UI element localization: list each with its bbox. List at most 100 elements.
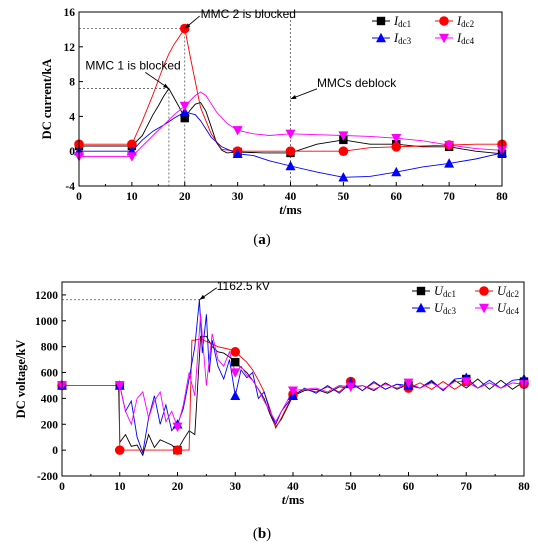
legend-sub: dc3 [443, 306, 456, 316]
data-point-Idc4 [232, 126, 243, 136]
x-axis-label-var: t [282, 493, 286, 507]
y-tick-label: 1000 [35, 316, 58, 328]
x-tick-label: 30 [230, 481, 242, 493]
y-axis-label: DC current/kA [40, 59, 54, 140]
legend-marker-Udc1 [416, 286, 426, 296]
data-point-Udc2 [230, 347, 241, 357]
annotation-text: MMC 1 is blocked [85, 58, 180, 72]
data-point-Idc3 [444, 158, 455, 168]
data-point-Udc4 [403, 378, 414, 389]
y-tick-label: 12 [64, 42, 76, 54]
legend-letter: I [456, 31, 462, 45]
y-tick-label: 0 [69, 146, 75, 158]
legend-sub: dc4 [461, 36, 474, 46]
legend-marker-Udc3 [416, 302, 426, 313]
caption-open: ( [253, 232, 258, 248]
data-point-Udc4 [288, 386, 298, 396]
series-line-Idc1 [79, 87, 502, 155]
data-point-Idc2 [338, 146, 349, 156]
data-point-Idc2 [285, 146, 296, 156]
legend-letter: U [497, 301, 507, 315]
legend-letter: U [434, 301, 444, 315]
x-axis-label-unit: /ms [282, 203, 302, 217]
data-point-Udc2 [172, 445, 183, 455]
legend-label-Udc1: Udc1 [434, 284, 456, 299]
data-point-Udc4 [172, 422, 183, 433]
y-tick-label: 1200 [35, 290, 58, 302]
legend-marker-Idc4 [439, 33, 449, 44]
legend-marker-Udc2 [479, 286, 489, 296]
legend-letter: U [434, 284, 444, 298]
y-tick-label: 0 [52, 445, 58, 457]
x-tick-label: 60 [391, 191, 403, 203]
data-point-Idc3 [338, 172, 349, 182]
caption-letter: b [258, 526, 266, 542]
annotation-arrowhead [163, 83, 169, 89]
data-point-Udc4 [230, 368, 241, 378]
legend-marker-Idc1 [376, 16, 386, 26]
x-tick-label: 10 [126, 191, 138, 203]
legend-label-Udc3: Udc3 [434, 301, 457, 316]
data-point-Idc4 [179, 101, 190, 112]
data-point-Idc3 [391, 166, 402, 177]
legend-sub: dc1 [443, 289, 456, 299]
y-tick-label: 600 [41, 368, 59, 380]
annotation-text: MMCs deblock [317, 76, 397, 90]
legend-letter: I [393, 31, 399, 45]
data-point-Idc1 [180, 113, 189, 123]
legend-sub: dc2 [461, 19, 474, 29]
legend-marker-Idc3 [376, 32, 386, 43]
y-tick-label: 800 [41, 342, 59, 354]
series-line-Idc4 [79, 91, 502, 157]
y-tick-label: 4 [69, 111, 75, 123]
caption-open: ( [253, 526, 258, 542]
legend-label-Udc4: Udc4 [497, 301, 520, 316]
legend-label-Idc3: Idc3 [393, 31, 412, 46]
legend-sub: dc3 [398, 36, 411, 46]
x-axis-label: t/ms [279, 203, 301, 217]
y-tick-label: -4 [65, 181, 75, 193]
caption-close: ) [266, 526, 271, 542]
x-tick-label: 80 [496, 191, 508, 203]
annotation-arrowhead [290, 95, 297, 99]
x-tick-label: 70 [443, 191, 455, 203]
y-axis-label: DC voltage/kV [14, 340, 28, 419]
x-tick-label: 50 [338, 191, 350, 203]
legend-letter: U [497, 284, 507, 298]
data-point-Idc3 [179, 106, 190, 117]
annotation-text: 1162.5 kV [217, 279, 270, 293]
y-tick-label: -200 [37, 471, 58, 483]
legend-label-Idc2: Idc2 [456, 14, 474, 29]
data-point-Idc4 [285, 129, 296, 139]
figure-caption: (b) [253, 526, 271, 542]
legend-label-Idc4: Idc4 [456, 31, 475, 46]
legend-marker-Idc2 [439, 16, 449, 26]
y-tick-label: 200 [41, 419, 59, 431]
x-tick-label: 80 [518, 481, 530, 493]
x-tick-label: 20 [172, 481, 184, 493]
data-point-Udc4 [345, 382, 356, 392]
data-point-Idc4 [126, 152, 137, 162]
x-tick-label: 60 [403, 481, 415, 493]
legend-letter: I [456, 14, 462, 28]
annotation-arrowhead [199, 294, 206, 300]
x-axis-label: t/ms [282, 493, 304, 507]
legend-label-Idc1: Idc1 [393, 14, 411, 29]
data-point-Udc4 [461, 377, 472, 387]
data-point-Udc4 [114, 381, 125, 391]
x-tick-label: 30 [232, 191, 244, 203]
data-point-Idc3 [232, 148, 243, 159]
data-point-Idc3 [285, 160, 296, 171]
x-axis-label-unit: /ms [284, 493, 304, 507]
data-point-Idc4 [338, 131, 349, 141]
y-tick-label: 400 [41, 393, 59, 405]
y-tick-label: 16 [64, 7, 76, 19]
x-axis-label-var: t [279, 203, 283, 217]
series-line-Udc4 [62, 314, 524, 429]
legend-label-Udc2: Udc2 [497, 284, 519, 299]
data-point-Idc2 [127, 139, 137, 150]
data-point-Udc3 [230, 390, 241, 401]
caption-letter: a [258, 232, 266, 248]
